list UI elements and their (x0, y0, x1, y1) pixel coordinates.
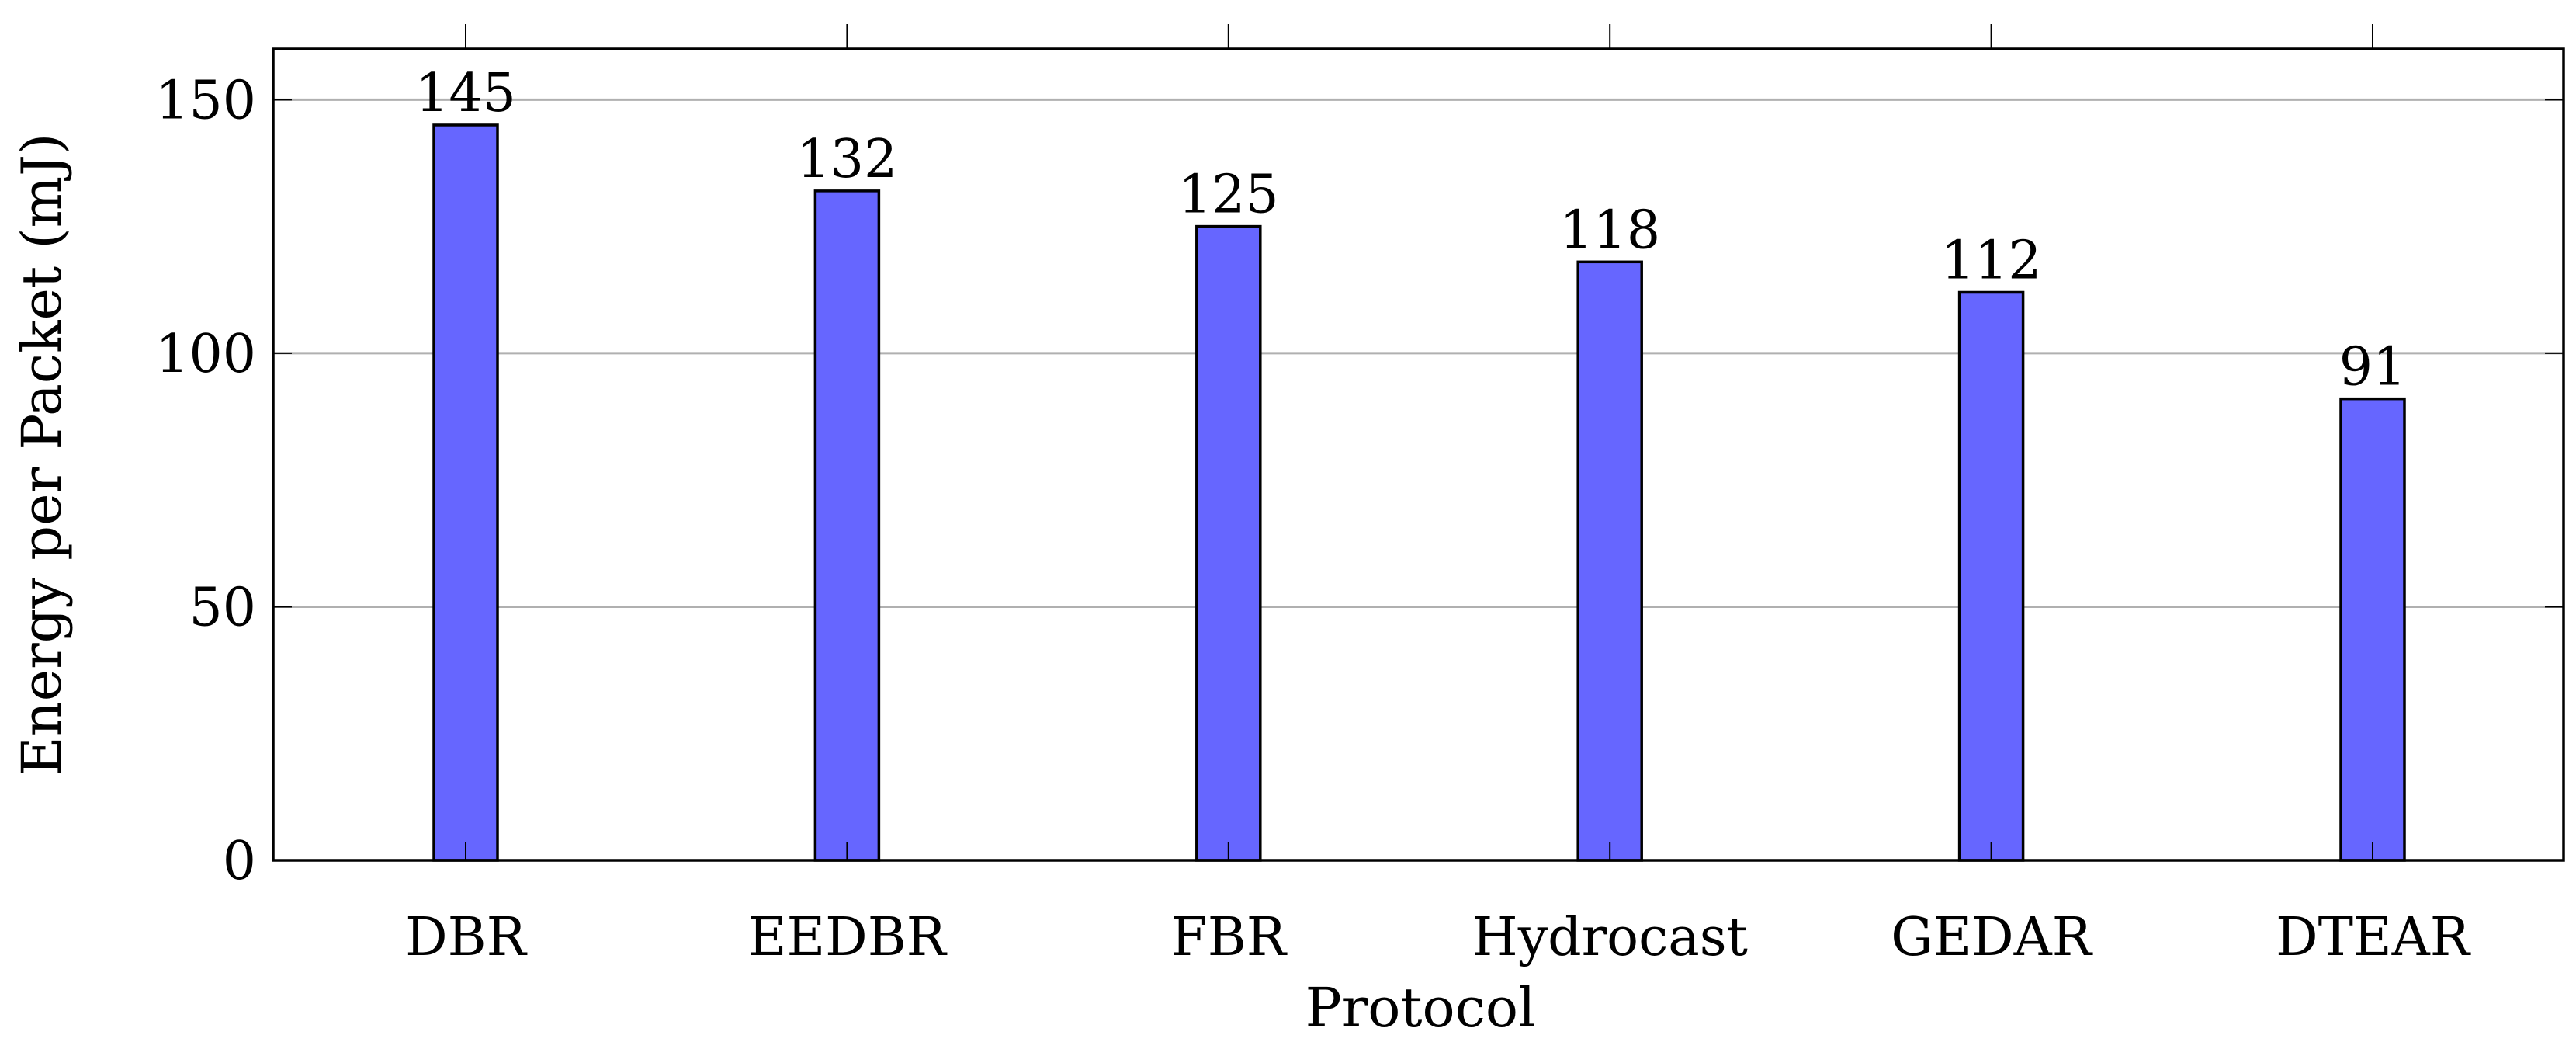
axes (272, 24, 2565, 862)
bar-gedar (1957, 290, 2025, 862)
data-label-dtear: 91 (2339, 337, 2407, 398)
x-tick-label-dbr: DBR (405, 907, 527, 968)
x-tick-label-eedbr: EEDBR (748, 907, 948, 968)
labels: 0 50 100 150 145 DBR 132 EEDBR 125 FBR 118 Hydrocas… (155, 63, 2471, 968)
bar-hydrocast (1576, 260, 1643, 862)
x-tick-label-hydrocast: Hydrocast (1472, 907, 1748, 968)
y-tick-label: 150 (155, 70, 256, 131)
x-tick-label-fbr: FBR (1171, 907, 1288, 968)
bars (432, 123, 2406, 862)
x-axis-title: Protocol (1305, 976, 1536, 1040)
y-tick-label: 0 (223, 831, 256, 892)
data-label-gedar: 112 (1941, 231, 2042, 292)
grid-lines (273, 98, 2564, 608)
data-label-dbr: 145 (415, 63, 516, 124)
data-label-fbr: 125 (1178, 165, 1279, 226)
bar-dbr (432, 123, 499, 862)
bar-fbr (1195, 224, 1262, 862)
x-tick-label-gedar: GEDAR (1891, 907, 2093, 968)
y-tick-label: 100 (155, 324, 256, 385)
y-axis-title: Energy per Packet (mJ) (10, 134, 74, 776)
x-tick-label-dtear: DTEAR (2276, 907, 2471, 968)
plot-frame (272, 47, 2565, 862)
bar-dtear (2339, 397, 2406, 862)
data-label-eedbr: 132 (797, 129, 898, 190)
bar-eedbr (813, 189, 881, 862)
data-label-hydrocast: 118 (1559, 200, 1660, 261)
y-tick-label: 50 (189, 577, 256, 638)
